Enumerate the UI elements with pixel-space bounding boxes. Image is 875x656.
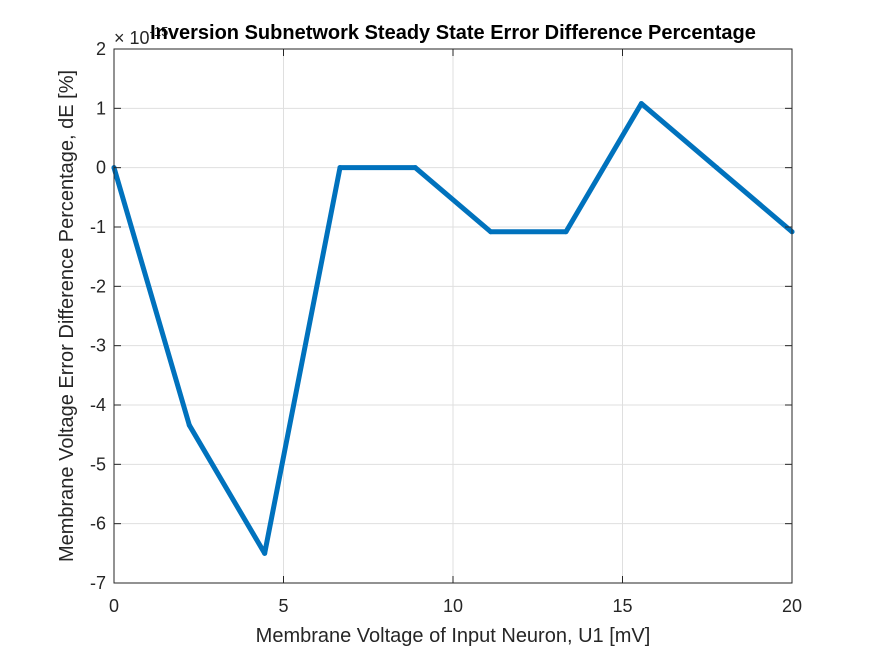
x-axis-label: Membrane Voltage of Input Neuron, U1 [mV… [256,625,651,647]
data-point [563,229,569,235]
x-tick-label: 10 [443,596,463,616]
data-point [638,101,644,107]
x-tick-label: 0 [109,596,119,616]
y-tick-labels: 2 1 0 -1 -2 -3 -4 -5 -6 -7 [90,39,106,593]
x-tick-label: 5 [278,596,288,616]
y-tick-label: -6 [90,514,106,534]
data-point [412,165,418,171]
y-axis-label: Membrane Voltage Error Difference Percen… [56,70,78,562]
data-point [262,550,268,556]
x-tick-label: 15 [612,596,632,616]
y-tick-label: 0 [96,158,106,178]
y-tick-label: 1 [96,98,106,118]
y-tick-label: 2 [96,39,106,59]
y-axis-multiplier-exponent: -15 [150,24,169,39]
x-tick-label: 20 [782,596,802,616]
y-axis-multiplier: × 10-15 [114,24,168,48]
y-tick-label: -5 [90,454,106,474]
y-axis-multiplier-base: × 10 [114,28,150,48]
y-tick-label: -7 [90,573,106,593]
data-point [186,422,192,428]
data-point [714,165,720,171]
tick-marks [113,48,793,584]
y-tick-label: -4 [90,395,106,415]
series-layer [111,101,795,556]
series-line [111,101,795,556]
y-tick-label: -3 [90,336,106,356]
y-tick-label: -1 [90,217,106,237]
x-tick-labels: 0 5 10 15 20 [109,596,802,616]
data-point [488,229,494,235]
data-point [337,165,343,171]
chart-title: Inversion Subnetwork Steady State Error … [150,22,756,44]
y-tick-label: -2 [90,276,106,296]
